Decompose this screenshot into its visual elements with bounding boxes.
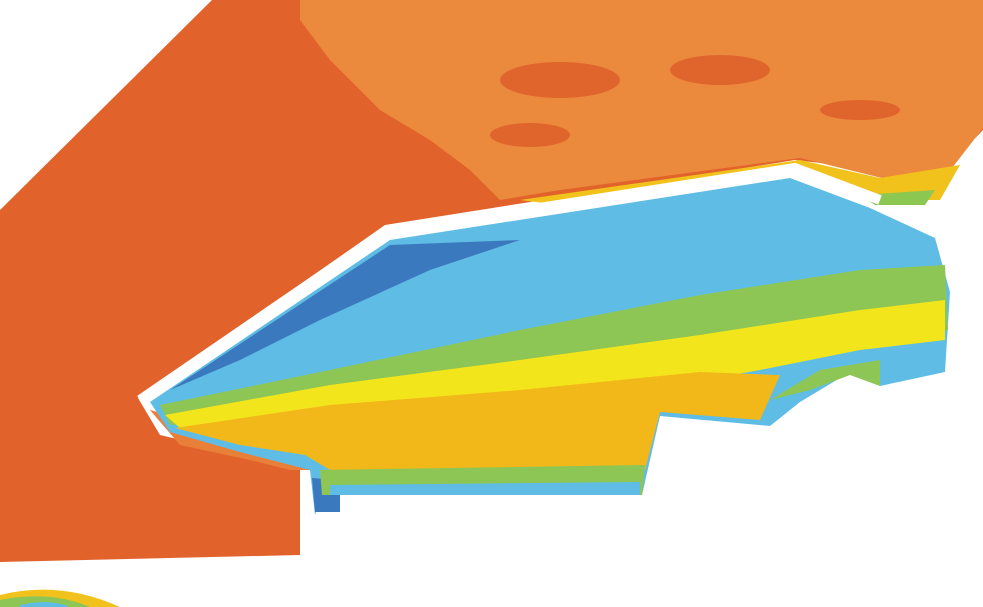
- speckle-patch: [820, 100, 900, 120]
- speckle-patch: [500, 62, 620, 98]
- page: Contour surface {} html, body { margin: …: [0, 0, 983, 607]
- speckle-patch: [670, 55, 770, 85]
- contour-image: [0, 0, 983, 607]
- page-body: [0, 0, 983, 607]
- speckle-patch: [490, 123, 570, 147]
